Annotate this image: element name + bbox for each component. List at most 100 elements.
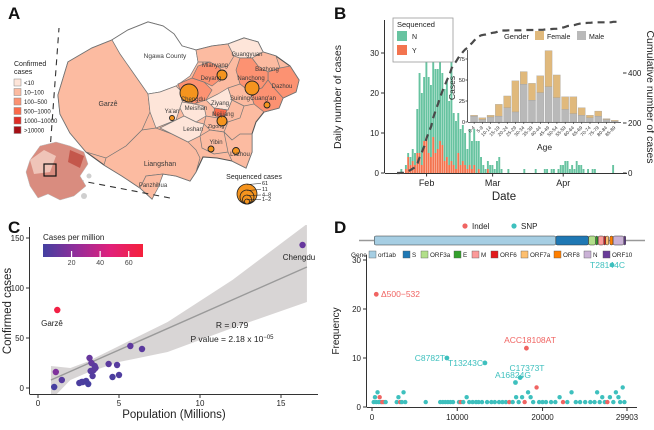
daily-bar-sequenced: [434, 153, 437, 173]
sequenced-bubble: [169, 115, 175, 121]
inset-bar-male: [528, 100, 536, 123]
daily-bar-sequenced: [427, 153, 430, 173]
gene-legend-label: S: [412, 252, 416, 259]
daily-bar-unsequenced: [427, 77, 430, 153]
choropleth-legend-title: cases: [14, 69, 33, 76]
daily-bar-unsequenced: [546, 169, 549, 173]
snp-point: [617, 399, 623, 405]
p-value-text: P value = 2.18 x 10−05: [190, 334, 274, 344]
y-tick-label: 30: [370, 49, 379, 58]
y-axis-title: Daily number of cases: [332, 45, 344, 149]
daily-bar-unsequenced: [575, 161, 578, 173]
gene-legend-swatch: [471, 250, 480, 259]
inset-bar-male: [478, 119, 487, 123]
city-label: Mianyang: [202, 63, 228, 69]
y-axis-title: Frequency: [331, 307, 342, 354]
city-point: [105, 360, 112, 368]
daily-bar-sequenced: [441, 145, 444, 173]
inset-y-tick-label: 0: [462, 120, 465, 126]
snp-point: [530, 399, 536, 405]
daily-bar-sequenced: [457, 153, 460, 173]
inset-connector-line: [48, 27, 60, 165]
snp-point: [622, 399, 627, 405]
daily-bar-unsequenced: [475, 141, 478, 173]
panel-b-epicurve: 0 10 20 30 0 200 400 Feb Mar Apr Date Daily number …: [332, 17, 654, 203]
daily-bar-unsequenced: [434, 69, 437, 153]
labeled-indel-point: [373, 291, 379, 297]
sequenced-legend-swatch: [397, 31, 407, 41]
daily-bar-unsequenced: [416, 109, 419, 153]
daily-bar-unsequenced: [468, 129, 471, 165]
choropleth-legend-title: Confirmed: [14, 61, 46, 68]
daily-bar-unsequenced: [571, 165, 574, 173]
gene-legend-swatch: [520, 250, 529, 259]
snp-point: [496, 399, 502, 405]
bubble-legend-leader: [246, 194, 262, 196]
sequenced-bubble: [207, 145, 215, 153]
city-label: Panzhihua: [139, 183, 168, 189]
daily-bar-sequenced: [464, 165, 467, 173]
daily-bar-unsequenced: [418, 73, 421, 153]
gene-segment-orf1ab: [374, 235, 557, 246]
labeled-indel-point: [524, 345, 529, 351]
daily-bar-sequenced: [418, 153, 421, 173]
inset-y-tick-label: 75: [459, 57, 465, 63]
snp-point: [464, 395, 469, 400]
snp-point: [592, 399, 597, 405]
daily-bar-unsequenced: [441, 73, 444, 145]
sequenced-bubble: [179, 83, 199, 103]
panel-a-letter: A: [8, 4, 21, 23]
snp-point: [611, 399, 616, 405]
city-label: Leshan: [183, 127, 203, 133]
gene-legend-label: E: [463, 252, 467, 259]
gene-segment-m: [597, 235, 605, 246]
daily-bar-unsequenced: [489, 165, 492, 173]
daily-bar-unsequenced: [425, 45, 428, 137]
daily-bar-unsequenced: [407, 153, 410, 157]
y-tick-label: 100: [11, 284, 25, 293]
inset-bar-male: [486, 116, 495, 123]
daily-bar-sequenced: [466, 169, 469, 173]
daily-bars: [400, 21, 615, 173]
daily-bar-unsequenced: [457, 113, 460, 153]
inset-bar-female: [611, 120, 619, 122]
inset-bar-male: [577, 115, 586, 123]
y-tick-label: 30: [352, 256, 361, 265]
panel-c-letter: C: [8, 218, 21, 237]
gene-legend-label: N: [593, 252, 598, 259]
y-tick-label: 20: [352, 305, 361, 314]
snp-point: [467, 399, 472, 405]
daily-bar-sequenced: [455, 169, 457, 173]
snp-point: [600, 395, 605, 400]
point-label-chengdu: Chengdu: [283, 253, 315, 262]
china-island: [81, 193, 87, 199]
gene-segment-orf7a: [605, 235, 609, 246]
gene-legend-label: M: [481, 252, 486, 259]
city-label: Yibin: [209, 140, 222, 146]
city-label: Bazhong: [255, 67, 279, 73]
sequenced-bubble: [244, 80, 260, 96]
gene-legend-swatch: [490, 250, 499, 259]
inset-bar-male: [544, 86, 553, 123]
gender-legend-swatch-female: [535, 31, 544, 40]
indel-point: [534, 385, 539, 390]
inset-bar-female: [520, 71, 528, 85]
daily-bar-unsequenced: [486, 161, 489, 169]
daily-bar-unsequenced: [493, 169, 496, 173]
inset-bar-female: [602, 118, 611, 120]
bubble-legend-label: 61: [262, 181, 268, 187]
gene-segment-orf8: [609, 235, 614, 246]
daily-bar-unsequenced: [404, 165, 407, 169]
region-leshan: [159, 115, 205, 143]
snp-point: [383, 399, 388, 405]
inset-y-title: Cases: [447, 76, 457, 100]
daily-bar-sequenced: [452, 165, 455, 173]
daily-bar-unsequenced: [464, 133, 467, 165]
snp-point: [620, 385, 625, 390]
x-axis-title: Population (Millions): [122, 409, 226, 421]
x-axis-title: Date: [492, 191, 516, 203]
inset-bar-female: [486, 115, 495, 118]
choropleth-swatch-label: 100–500: [24, 100, 48, 106]
daily-bar-unsequenced: [473, 129, 476, 165]
daily-bar-sequenced: [450, 161, 453, 173]
